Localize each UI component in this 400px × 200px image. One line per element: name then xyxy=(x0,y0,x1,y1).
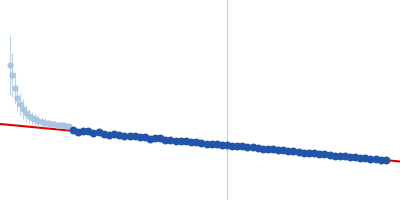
Point xyxy=(152,137,158,140)
Point xyxy=(378,158,384,161)
Point xyxy=(101,132,107,135)
Point xyxy=(275,149,281,152)
Point xyxy=(111,133,118,136)
Point xyxy=(193,140,199,143)
Point xyxy=(80,129,86,132)
Point xyxy=(157,137,164,140)
Point xyxy=(239,145,246,148)
Point xyxy=(208,142,215,145)
Point xyxy=(136,136,143,139)
Point xyxy=(224,143,230,146)
Point xyxy=(367,157,374,160)
Point xyxy=(70,129,76,132)
Point xyxy=(285,150,292,153)
Point xyxy=(172,139,179,143)
Point xyxy=(290,150,297,153)
Point xyxy=(372,158,379,161)
Point xyxy=(311,152,318,155)
Point xyxy=(382,159,389,162)
Point xyxy=(106,133,112,137)
Point xyxy=(244,146,250,149)
Point xyxy=(121,134,128,138)
Point xyxy=(332,154,338,157)
Point xyxy=(126,134,133,138)
Point xyxy=(182,139,189,142)
Point xyxy=(234,144,240,148)
Point xyxy=(260,147,266,151)
Point xyxy=(270,148,276,151)
Point xyxy=(213,142,220,146)
Point xyxy=(229,144,235,148)
Point xyxy=(75,130,81,133)
Point xyxy=(316,152,322,156)
Point xyxy=(336,154,343,157)
Point xyxy=(142,136,148,139)
Point xyxy=(116,133,122,136)
Point xyxy=(250,146,256,149)
Point xyxy=(96,131,102,134)
Point xyxy=(357,156,364,159)
Point xyxy=(296,150,302,153)
Point xyxy=(188,141,194,144)
Point xyxy=(90,132,97,135)
Point xyxy=(326,153,333,156)
Point xyxy=(203,142,210,145)
Point xyxy=(198,141,204,144)
Point xyxy=(178,139,184,142)
Point xyxy=(167,138,174,141)
Point xyxy=(342,155,348,158)
Point xyxy=(85,129,92,133)
Point xyxy=(321,153,328,156)
Point xyxy=(132,134,138,138)
Point xyxy=(162,138,168,141)
Point xyxy=(301,151,307,154)
Point xyxy=(219,143,225,147)
Point xyxy=(352,155,358,159)
Point xyxy=(362,157,368,160)
Point xyxy=(347,155,353,159)
Point xyxy=(147,137,153,140)
Point xyxy=(280,149,287,152)
Point xyxy=(306,151,312,154)
Point xyxy=(265,147,271,151)
Point xyxy=(254,146,261,150)
